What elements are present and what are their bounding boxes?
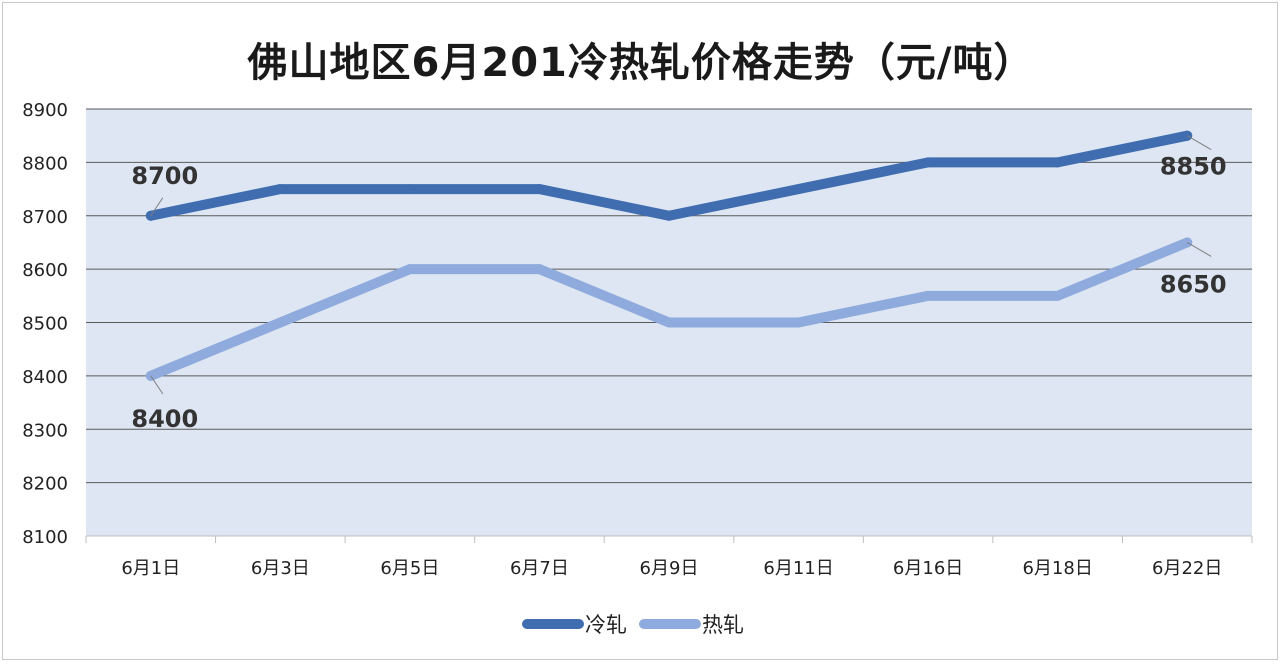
data-label: 8400 [131, 405, 198, 433]
data-point [275, 184, 286, 195]
data-label-leader [150, 197, 164, 217]
data-point [534, 184, 545, 195]
x-tick-label: 6月16日 [893, 558, 963, 579]
legend-label-2: 热轧 [702, 613, 744, 637]
x-tick-label: 6月11日 [763, 558, 833, 579]
data-label: 8700 [131, 162, 198, 190]
data-point [404, 184, 415, 195]
x-tick-label: 6月5日 [380, 558, 439, 579]
data-label-leader [1186, 135, 1212, 151]
x-tick-label: 6月18日 [1022, 558, 1092, 579]
data-point [793, 184, 804, 195]
legend-label-1: 冷轧 [585, 613, 627, 637]
x-tick-label: 6月7日 [510, 558, 569, 579]
data-label: 8850 [1160, 153, 1227, 181]
data-point [534, 264, 545, 275]
data-point [1052, 157, 1063, 168]
y-tick-label: 8200 [22, 474, 68, 495]
data-point [1052, 290, 1063, 301]
data-point [923, 290, 934, 301]
y-tick-label: 8700 [22, 207, 68, 228]
y-tick-label: 8300 [22, 420, 68, 441]
chart-title: 佛山地区6月201冷热轧价格走势（元/吨） [247, 40, 1035, 86]
y-tick-label: 8100 [22, 527, 68, 548]
data-point [923, 157, 934, 168]
data-label-leader [150, 375, 164, 395]
y-tick-label: 8500 [22, 314, 68, 335]
data-point [664, 210, 674, 221]
x-tick-label: 6月9日 [640, 558, 699, 579]
y-tick-label: 8400 [22, 367, 68, 388]
data-label-leader [1186, 242, 1212, 257]
x-tick-label: 6月1日 [121, 558, 180, 579]
y-tick-label: 8600 [22, 260, 68, 281]
y-tick-label: 8900 [22, 100, 68, 121]
data-point [275, 317, 286, 328]
x-tick-label: 6月3日 [251, 558, 310, 579]
data-point [664, 317, 674, 328]
data-point [404, 264, 415, 275]
data-point [793, 317, 804, 328]
x-tick-label: 6月22日 [1152, 558, 1222, 579]
data-label: 8650 [1160, 270, 1227, 298]
y-tick-label: 8800 [22, 153, 68, 174]
